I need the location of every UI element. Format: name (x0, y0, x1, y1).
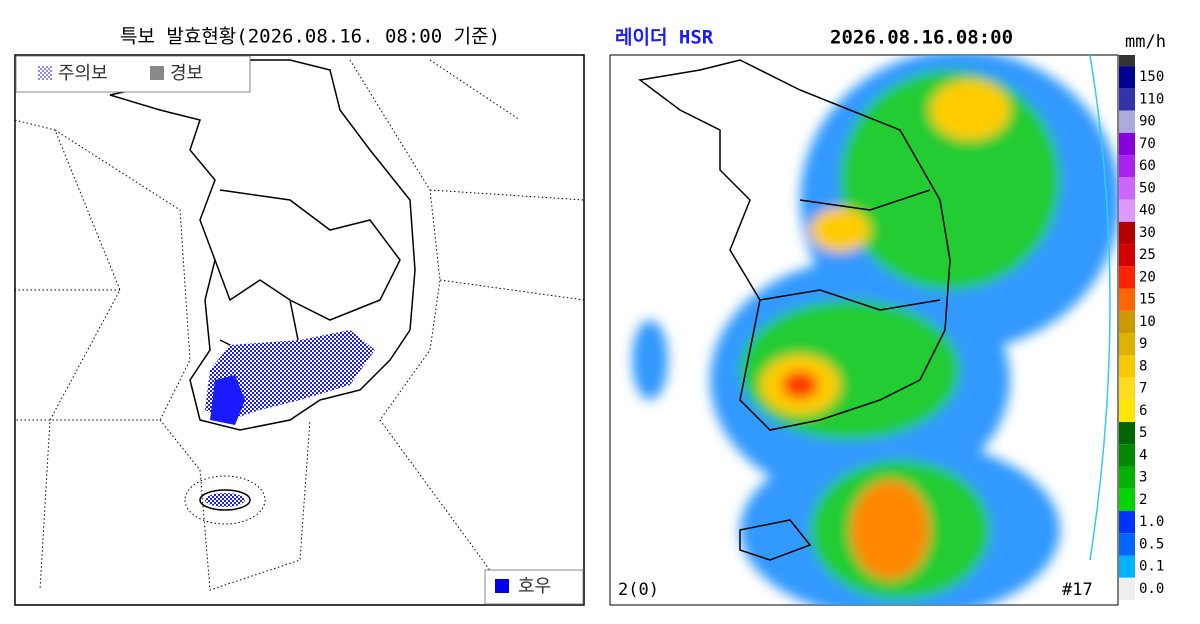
scale-swatch (1119, 377, 1135, 400)
scale-swatch (1119, 555, 1135, 578)
scale-label: 25 (1139, 247, 1156, 263)
scale-label: 9 (1139, 336, 1147, 352)
rain-label: 호우 (518, 576, 551, 597)
scale-label: 0.5 (1139, 536, 1164, 552)
color-scale: 150 110 90 70 60 50 40 30 25 20 15 10 9 8 7 6 5 4 3 2 1.0 0.5… (1119, 55, 1164, 600)
scale-label: 60 (1139, 158, 1156, 174)
scale-swatch (1119, 355, 1135, 378)
scale-label: 20 (1139, 269, 1156, 285)
sea-zones (14, 59, 585, 591)
scale-label: 30 (1139, 225, 1156, 241)
scale-top (1119, 55, 1135, 67)
scale-label: 110 (1139, 91, 1164, 107)
scale-swatch (1119, 177, 1135, 200)
scale-swatch (1119, 199, 1135, 222)
warning-label: 경보 (170, 63, 203, 84)
scale-swatch (1119, 333, 1135, 356)
scale-swatch (1119, 399, 1135, 423)
radar-unit: mm/h (1125, 32, 1166, 52)
scale-label: 4 (1139, 447, 1147, 463)
advisory-label: 주의보 (58, 63, 108, 84)
scale-swatch (1119, 533, 1135, 556)
advisory-swatch (38, 66, 52, 80)
radar-time: 2026.08.16.08:00 (830, 27, 1013, 49)
scale-swatch (1119, 132, 1135, 156)
scale-label: 3 (1139, 470, 1147, 486)
scale-swatch (1119, 444, 1135, 467)
scale-swatch (1119, 511, 1135, 534)
warning-title: 특보 발효현황(2026.08.16. 08:00 기준) (120, 26, 500, 48)
scale-swatch (1119, 66, 1135, 89)
warning-legend: 주의보 경보 (15, 55, 251, 93)
advisory-area-jeju (205, 493, 245, 507)
scale-swatch (1119, 266, 1135, 289)
scale-swatch (1119, 110, 1135, 133)
scale-label: 70 (1139, 136, 1156, 152)
scale-label: 40 (1139, 203, 1156, 219)
scale-label: 1.0 (1139, 514, 1164, 530)
scale-swatch (1119, 88, 1135, 111)
advisory-area (205, 330, 375, 420)
scale-label: 2 (1139, 492, 1147, 508)
scale-swatch (1119, 310, 1135, 334)
scale-label: 6 (1139, 403, 1147, 419)
rain-swatch (495, 579, 509, 593)
scale-swatch (1119, 244, 1135, 267)
scale-swatch (1119, 466, 1135, 489)
radar-title: 레이더 HSR (615, 27, 714, 49)
scale-swatch (1119, 155, 1135, 178)
scale-swatch (1119, 577, 1135, 600)
radar-echo (632, 55, 1118, 605)
radar-site-info: 2(0) (618, 580, 659, 600)
scale-swatch (1119, 488, 1135, 512)
warning-area (210, 375, 245, 425)
scale-label: 10 (1139, 314, 1156, 330)
scale-swatch (1119, 221, 1135, 245)
warning-swatch (150, 66, 164, 80)
scale-label: 15 (1139, 292, 1156, 308)
scale-label: 90 (1139, 114, 1156, 130)
scale-label: 8 (1139, 358, 1147, 374)
scale-label: 0.0 (1139, 581, 1164, 597)
radar-frame-number: #17 (1062, 580, 1093, 600)
scale-label: 50 (1139, 180, 1156, 196)
scale-swatch (1119, 422, 1135, 445)
scale-label: 7 (1139, 381, 1147, 397)
type-legend: 호우 (484, 569, 584, 605)
scale-label: 0.1 (1139, 559, 1164, 575)
scale-swatch (1119, 288, 1135, 311)
scale-label: 150 (1139, 69, 1164, 85)
warning-map-frame (14, 54, 585, 606)
legend-box (15, 55, 251, 93)
scale-label: 5 (1139, 425, 1147, 441)
